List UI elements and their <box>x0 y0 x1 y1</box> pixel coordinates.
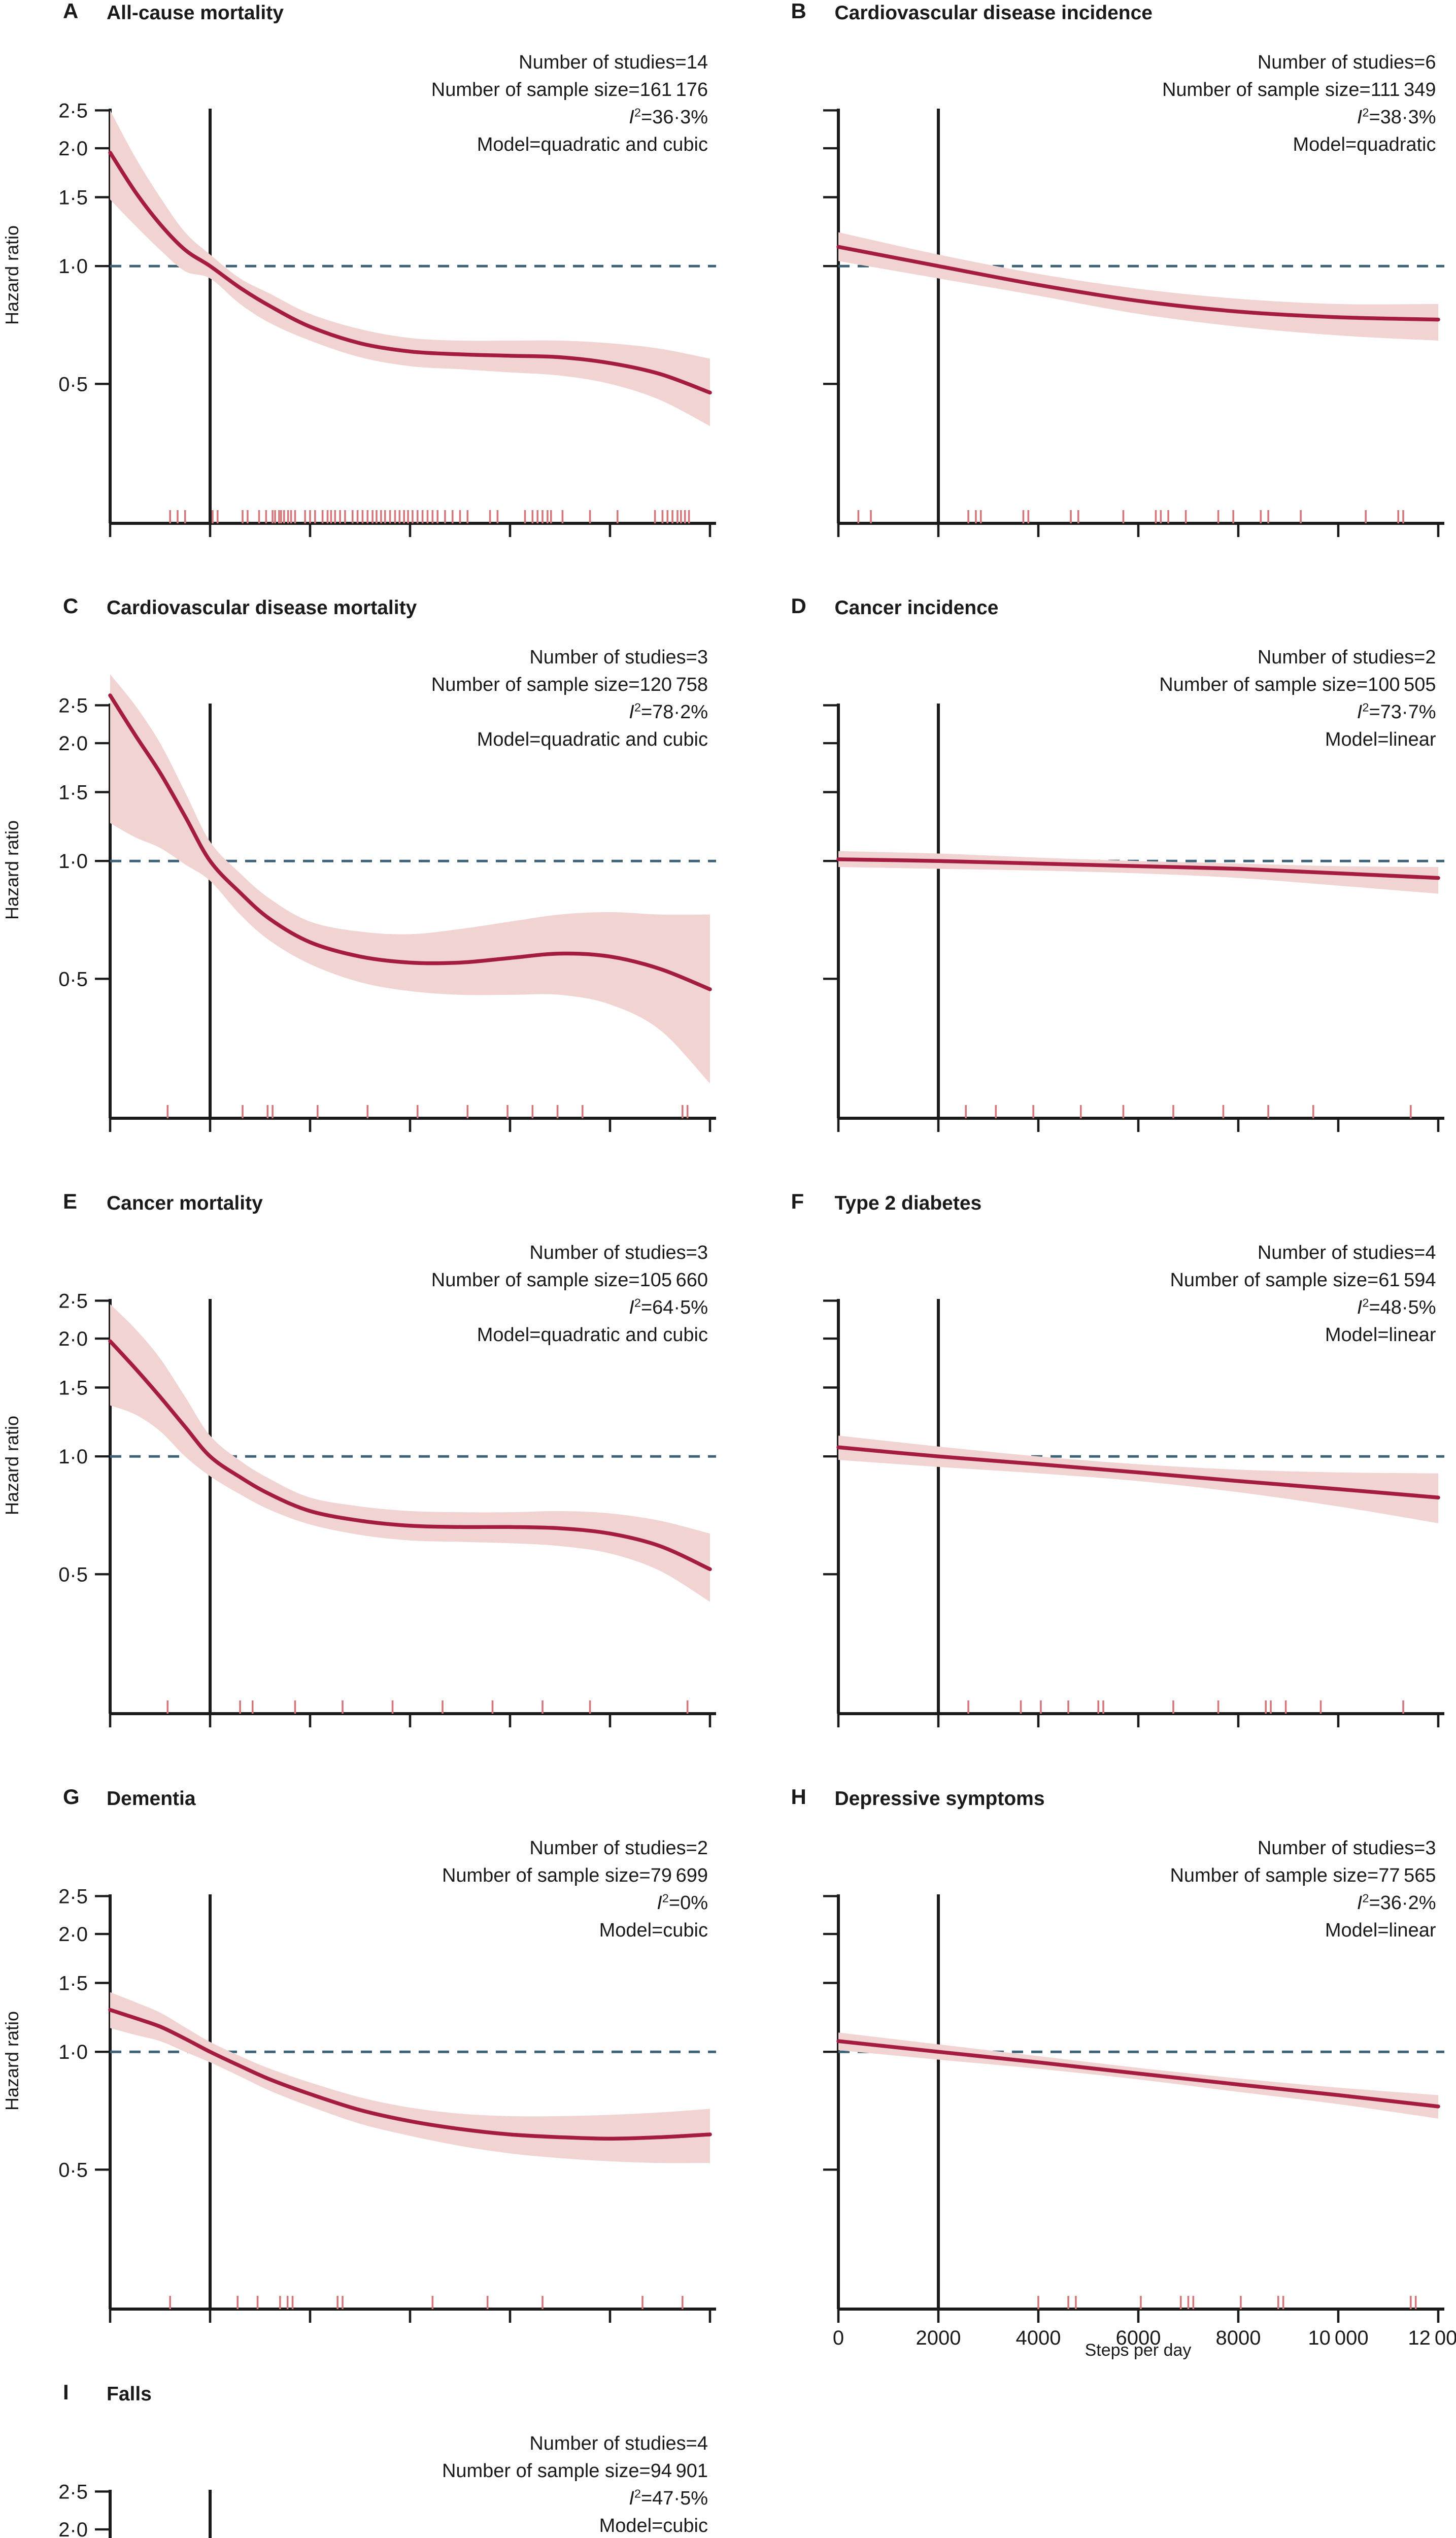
svg-text:2·5: 2·5 <box>58 1885 88 1908</box>
svg-text:1·0: 1·0 <box>58 850 88 873</box>
svg-text:2·5: 2·5 <box>58 1290 88 1312</box>
svg-text:0: 0 <box>832 2327 843 2349</box>
svg-text:1·5: 1·5 <box>58 187 88 209</box>
svg-text:2·0: 2·0 <box>58 138 88 160</box>
svg-text:1·5: 1·5 <box>58 1377 88 1399</box>
svg-text:2000: 2000 <box>916 2327 961 2349</box>
svg-text:0·5: 0·5 <box>58 373 88 395</box>
svg-text:1·5: 1·5 <box>58 782 88 804</box>
svg-text:2·0: 2·0 <box>58 1328 88 1350</box>
svg-text:1·0: 1·0 <box>58 1446 88 1468</box>
svg-text:2·5: 2·5 <box>58 2481 88 2503</box>
svg-text:2·0: 2·0 <box>58 2519 88 2538</box>
svg-text:1·0: 1·0 <box>58 255 88 278</box>
svg-text:1·0: 1·0 <box>58 2041 88 2063</box>
svg-text:1·5: 1·5 <box>58 1973 88 1995</box>
svg-text:2·5: 2·5 <box>58 99 88 122</box>
svg-text:2·5: 2·5 <box>58 694 88 717</box>
svg-text:12 000: 12 000 <box>1408 2327 1456 2349</box>
svg-text:10 000: 10 000 <box>1308 2327 1368 2349</box>
svg-text:2·0: 2·0 <box>58 732 88 755</box>
svg-text:0·5: 0·5 <box>58 2159 88 2181</box>
svg-text:2·0: 2·0 <box>58 1923 88 1946</box>
svg-text:0·5: 0·5 <box>58 1563 88 1586</box>
svg-text:0·5: 0·5 <box>58 968 88 990</box>
